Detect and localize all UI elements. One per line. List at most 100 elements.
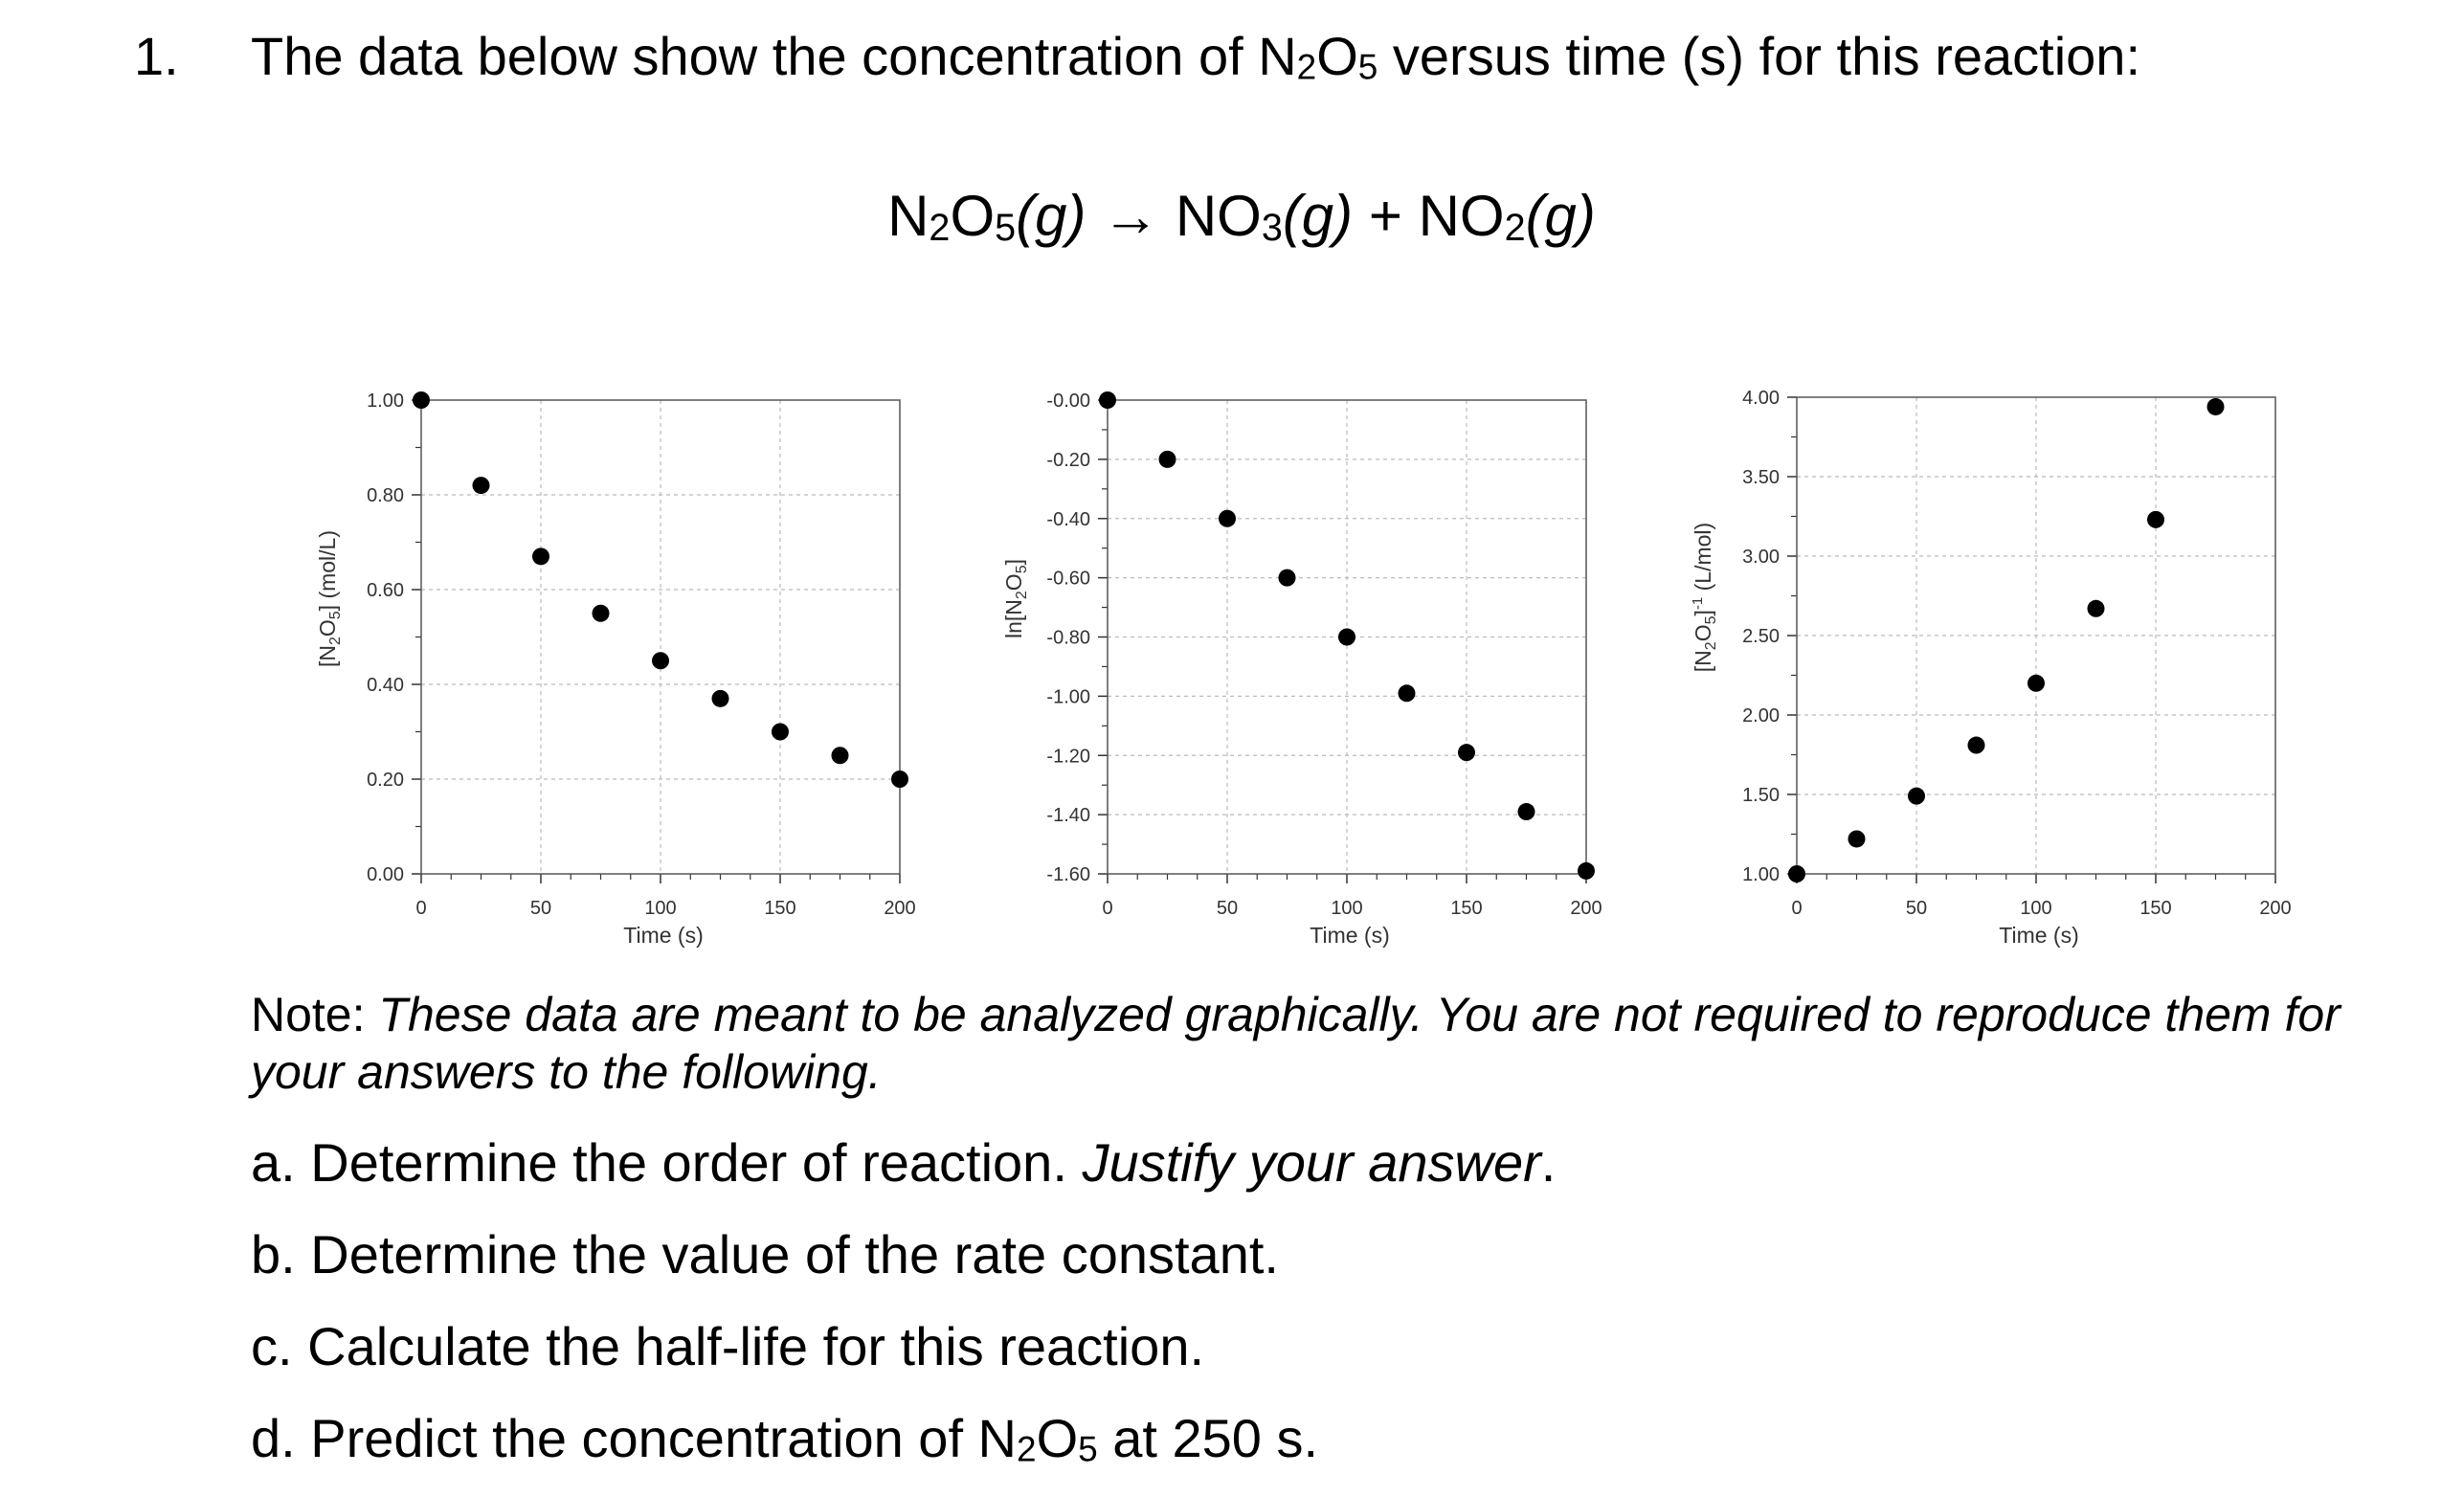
data-point (652, 652, 669, 670)
equation-part: O (950, 184, 996, 248)
y-tick-label: -1.60 (1046, 864, 1090, 885)
y-axis-title: ln[N2O5] (1001, 559, 1030, 638)
x-tick-label: 200 (2259, 898, 2291, 919)
data-point (2206, 397, 2225, 415)
y-axis-title-part: O (315, 619, 340, 637)
part-c: c. Calculate the half-life for this reac… (251, 1313, 1556, 1405)
part-label: a. (251, 1132, 311, 1193)
y-axis-title: [N2O5]-1 (L/mol) (1690, 523, 1719, 672)
state-symbol: (g) (1282, 184, 1354, 248)
y-axis-title-part: ] (1001, 559, 1026, 565)
equation-part: NO (1175, 184, 1262, 248)
subscript: 2 (1504, 206, 1526, 249)
equation-part: N (887, 184, 930, 248)
subscript: 2 (1296, 47, 1317, 87)
part-label: b. (251, 1224, 311, 1285)
y-axis-title-part: ] (mol/L) (315, 530, 340, 611)
y-tick-label: -1.40 (1046, 805, 1090, 826)
data-point (711, 689, 729, 707)
y-tick-label: -0.20 (1046, 450, 1090, 471)
reaction-arrow: → (1086, 184, 1176, 248)
note-text: These data are meant to be analyzed grap… (251, 988, 2341, 1099)
part-text: Predict the concentration of N (310, 1408, 1017, 1468)
note: Note: These data are meant to be analyze… (251, 986, 2386, 1101)
x-tick-label: 150 (1450, 898, 1482, 919)
x-tick-label: 100 (1331, 898, 1362, 919)
x-tick-label: 200 (884, 898, 915, 919)
data-point (532, 547, 549, 566)
x-axis-title: Time (s) (623, 923, 703, 948)
y-tick-label: -0.60 (1046, 569, 1090, 590)
note-label: Note: (251, 988, 379, 1041)
part-text: Calculate the half-life for this reactio… (307, 1316, 1205, 1376)
part-a: a. Determine the order of reaction. Just… (251, 1129, 1556, 1221)
data-point (1278, 569, 1296, 587)
subscript: 5 (995, 206, 1017, 249)
x-tick-label: 50 (530, 898, 551, 919)
y-tick-label: 0.60 (367, 580, 404, 601)
x-tick-label: 100 (644, 898, 676, 919)
y-axis-title-subscript: 5 (1703, 615, 1719, 624)
data-point (1398, 684, 1416, 703)
data-point (2027, 674, 2045, 692)
part-text: Determine the value of the rate constant… (310, 1224, 1279, 1285)
state-symbol: (g) (1016, 184, 1086, 248)
y-axis-title-part: (L/mol) (1691, 523, 1715, 597)
chart-2: 0 50 100 150 200 -0.00 -0.20 -0.40 -0.60 -0.80 -1.… (1001, 391, 1602, 948)
data-point (1219, 509, 1236, 527)
question-prompt: The data below show the concentration of… (251, 23, 2140, 90)
data-point (1099, 391, 1116, 409)
y-axis-title-part: [N (1691, 650, 1715, 672)
state-symbol: (g) (1525, 184, 1596, 248)
y-axis-title-part: O (1691, 624, 1715, 641)
y-tick-label: -0.80 (1046, 628, 1090, 649)
data-point (891, 771, 908, 788)
data-point (1338, 628, 1355, 646)
x-tick-label: 150 (764, 898, 795, 919)
subscript: 5 (1078, 1429, 1098, 1469)
part-d: d. Predict the concentration of N2O5 at … (251, 1405, 1556, 1497)
y-tick-label: -1.20 (1046, 746, 1090, 767)
part-text: O (1036, 1408, 1079, 1468)
y-axis-title-part: ] (1691, 610, 1715, 615)
y-tick-label: 0.80 (367, 485, 404, 506)
data-point (1967, 736, 1985, 754)
data-point (1458, 744, 1475, 762)
subscript: 5 (1357, 47, 1378, 87)
data-point (592, 604, 610, 622)
y-axis-title: [N2O5] (mol/L) (315, 530, 344, 667)
y-tick-label: -0.40 (1046, 509, 1090, 530)
y-axis-title-subscript: 2 (1703, 641, 1719, 650)
y-tick-label: 0.00 (367, 864, 404, 885)
data-point (831, 747, 849, 765)
y-tick-label: 0.20 (367, 770, 404, 791)
prompt-part: versus time (s) for this reaction: (1378, 26, 2141, 86)
data-point (472, 477, 490, 495)
x-tick-label: 0 (1102, 898, 1112, 919)
part-text: Determine the order of reaction. (310, 1132, 1083, 1193)
data-point (2147, 510, 2164, 528)
x-tick-label: 100 (2020, 898, 2051, 919)
x-tick-label: 200 (1570, 898, 1602, 919)
reaction-equation: N2O5(g) → NO3(g) + NO2(g) (0, 180, 2464, 253)
x-axis-title: Time (s) (1310, 923, 1389, 948)
part-label: c. (251, 1316, 308, 1376)
x-tick-label: 0 (1791, 898, 1802, 919)
y-tick-label: 0.40 (367, 675, 404, 696)
data-point (413, 391, 430, 409)
plot-frame (420, 399, 901, 875)
charts-svg: 0 50 100 150 2000.000.200.400.600.801.00Time… (315, 388, 2292, 948)
chart-3: 0 50 100 150 200 1.00 1.50 2.00 2.50 3.00 3.50 4.00… (1690, 388, 2292, 948)
part-b: b. Determine the value of the rate const… (251, 1221, 1556, 1313)
plus-sign: + (1353, 184, 1419, 248)
part-text: . (1540, 1132, 1557, 1193)
y-tick-label: 4.00 (1742, 388, 1780, 409)
y-axis-title-superscript: -1 (1690, 597, 1706, 610)
x-tick-label: 50 (1217, 898, 1238, 919)
data-point (1788, 865, 1805, 883)
y-axis-title-subscript: 5 (327, 611, 344, 619)
data-point (1158, 450, 1176, 468)
x-tick-label: 150 (2139, 898, 2171, 919)
data-point (1908, 787, 1925, 805)
charts-area: 0 50 100 150 200 0.00 0.20 0.40 0.60 0.80 1.00 Time… (0, 345, 2464, 976)
